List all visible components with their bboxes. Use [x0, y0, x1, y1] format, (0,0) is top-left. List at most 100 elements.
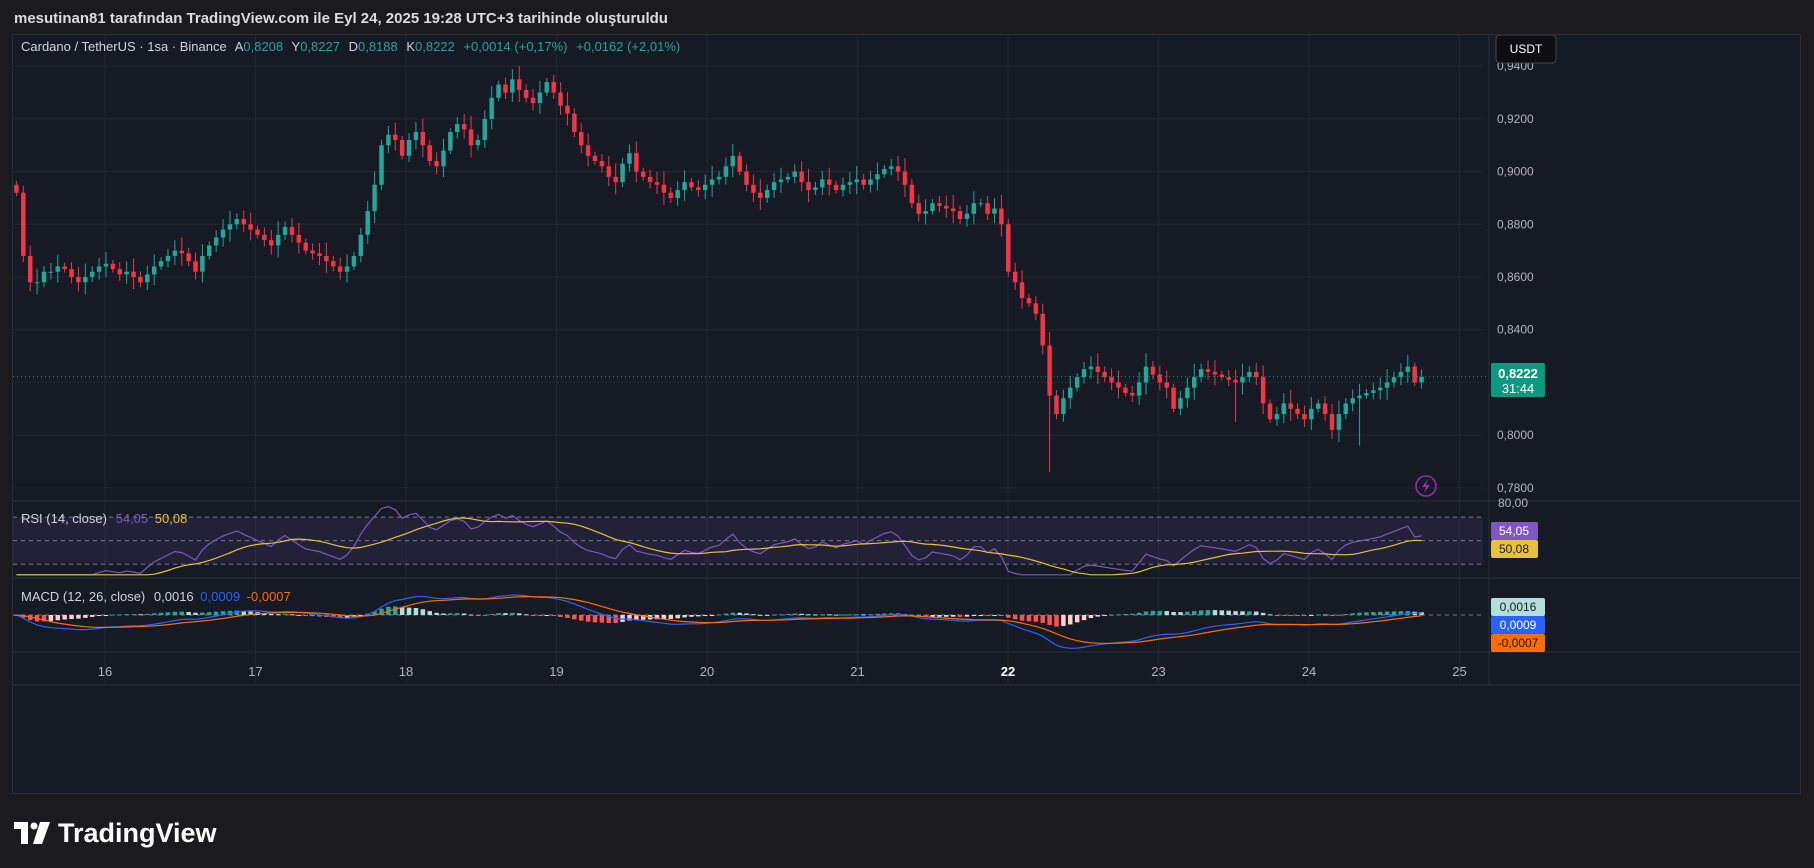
candle: [875, 162, 880, 191]
currency-button-label[interactable]: USDT: [1510, 42, 1543, 56]
candle-body: [944, 205, 949, 209]
macd-hist-bar: [944, 615, 949, 617]
candle: [1260, 365, 1266, 415]
candle-body: [882, 168, 887, 175]
candle: [813, 181, 818, 196]
candle-body: [1233, 379, 1238, 383]
candle-body: [1267, 403, 1273, 420]
candle: [847, 171, 853, 195]
macd-hist-bar: [826, 614, 832, 616]
candle: [145, 265, 150, 291]
tradingview-logo[interactable]: TradingView: [14, 818, 217, 848]
candle: [565, 92, 570, 126]
candle-body: [923, 211, 928, 214]
macd-hist-bar: [682, 615, 687, 618]
macd-hist-bar: [172, 611, 178, 615]
candle-body: [1364, 392, 1369, 396]
candle: [303, 238, 308, 255]
candle: [950, 195, 956, 224]
macd-hist-bar: [723, 613, 729, 615]
chart-frame[interactable]: 0,94000,92000,90000,88000,86000,84000,82…: [12, 34, 1801, 794]
candle: [241, 210, 246, 233]
candle: [1322, 396, 1328, 421]
macd-legend-signal: -0,0007: [247, 589, 291, 604]
candle: [957, 205, 963, 225]
macd-hist-bar: [1088, 615, 1094, 619]
macd-hist-bar: [1357, 612, 1362, 615]
macd-hist-bar: [847, 614, 853, 616]
macd-hist-bar: [730, 612, 736, 615]
candle-body: [709, 179, 715, 185]
candle-body: [172, 250, 178, 256]
candle-body: [489, 97, 494, 119]
candle: [48, 263, 54, 280]
macd-hist-bar: [27, 615, 33, 621]
candle-body: [992, 208, 997, 214]
macd-hist-bar: [1012, 615, 1018, 620]
macd-hist-bar: [427, 611, 432, 615]
lightning-icon[interactable]: [1415, 475, 1437, 497]
chart-canvas[interactable]: 0,94000,92000,90000,88000,86000,84000,82…: [13, 35, 1801, 794]
candle-body: [358, 234, 364, 256]
candle: [723, 157, 729, 185]
macd-hist-bar: [124, 614, 129, 616]
candle: [1095, 353, 1101, 384]
candle: [627, 144, 632, 172]
macd-hist-bar: [303, 615, 308, 616]
macd-hist-bar: [393, 606, 398, 615]
candle-body: [1164, 382, 1169, 388]
macd-hist-bar: [778, 614, 784, 616]
candle-body: [1130, 392, 1135, 396]
candle-body: [964, 213, 970, 220]
candle: [999, 195, 1004, 237]
candle-body: [1150, 366, 1156, 375]
candle: [69, 261, 74, 284]
price-axis[interactable]: 0,94000,92000,90000,88000,86000,84000,82…: [1497, 59, 1534, 495]
legend-low: 0,8188: [358, 39, 398, 54]
candle: [964, 205, 970, 227]
macd-hist-bar: [771, 614, 777, 616]
candle-body: [530, 97, 536, 104]
candle-body: [255, 229, 260, 235]
macd-hist-bar: [620, 615, 625, 622]
macd-hist-bar: [592, 615, 598, 623]
macd-hist-bar: [1329, 615, 1335, 616]
candle-body: [517, 79, 522, 90]
candle-body: [820, 179, 825, 188]
time-axis[interactable]: 16 17 18 19 20 21 22 23 24 25: [98, 664, 1467, 679]
candle: [517, 65, 522, 102]
candle-body: [1019, 282, 1025, 299]
candle: [1026, 294, 1032, 307]
candle: [751, 174, 756, 202]
candle: [503, 77, 508, 99]
candle: [558, 82, 563, 115]
candle: [282, 221, 288, 240]
candle-body: [771, 182, 777, 191]
candle: [1171, 383, 1176, 413]
candle: [468, 115, 474, 158]
candle: [1212, 360, 1218, 386]
rsi-pane: [13, 506, 1483, 576]
time-tick-label: 25: [1452, 664, 1466, 679]
candle-body: [785, 176, 791, 180]
macd-legend: MACD (12, 26, close) 0,0016 0,0009 -0,00…: [21, 589, 291, 604]
macd-hist-bar: [496, 613, 501, 615]
candle-body: [413, 132, 419, 140]
currency-button[interactable]: USDT: [1495, 35, 1557, 64]
macd-hist-bar: [103, 615, 109, 616]
tradingview-logo-icon: [14, 822, 50, 844]
candle: [255, 225, 260, 239]
candle-body: [76, 277, 81, 283]
macd-hist-bar: [668, 615, 674, 619]
candle: [992, 198, 997, 224]
candle: [737, 151, 742, 176]
candle-body: [833, 184, 839, 191]
macd-hist-bar: [799, 613, 804, 615]
candle-countdown: 31:44: [1502, 381, 1535, 396]
macd-hist-bar: [1178, 612, 1183, 615]
candle: [868, 170, 873, 193]
macd-hist-bar: [455, 613, 460, 615]
macd-hist-bar: [241, 610, 246, 615]
candle-body: [27, 255, 33, 283]
candle-body: [950, 208, 956, 212]
